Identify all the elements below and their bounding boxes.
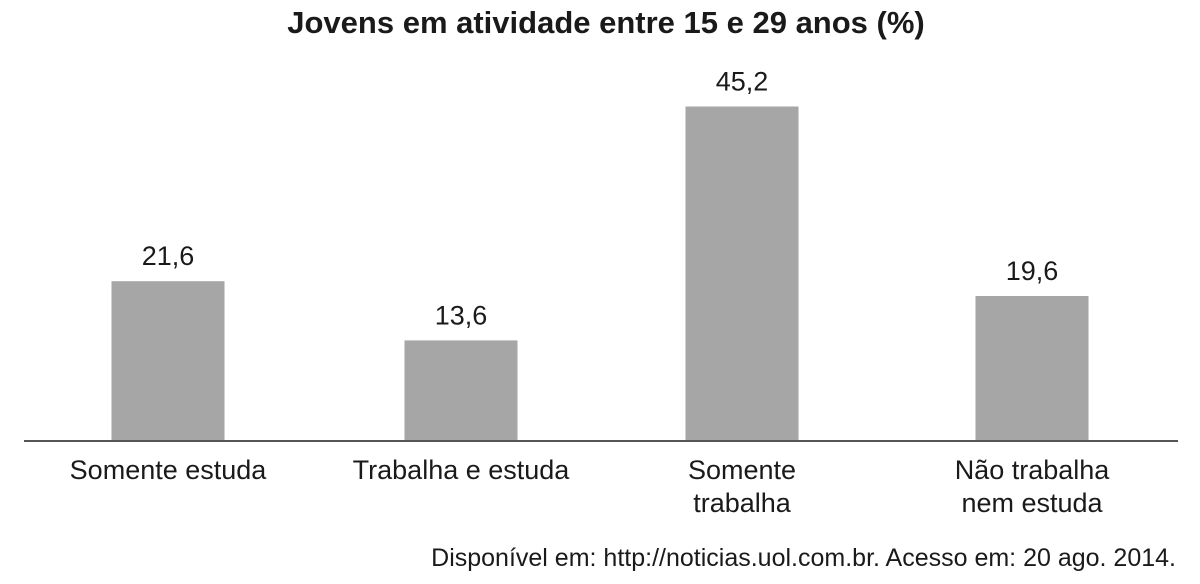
value-label-0: 21,6	[142, 241, 195, 271]
bar-1	[404, 340, 518, 441]
source-note: Disponível em: http://noticias.uol.com.b…	[431, 544, 1176, 572]
bar-0	[111, 281, 225, 441]
value-label-1: 13,6	[435, 300, 488, 330]
category-labels-group: Somente estuda Trabalha e estuda Somentetr…	[70, 455, 1111, 518]
value-label-2: 45,2	[716, 67, 769, 97]
chart-title: Jovens em atividade entre 15 e 29 anos (…	[287, 5, 925, 40]
category-label-0-line-0: Somente estuda	[70, 455, 268, 485]
value-label-3: 19,6	[1006, 256, 1059, 286]
bar-3	[975, 296, 1089, 441]
category-label-1-line-0: Trabalha e estuda	[353, 455, 571, 485]
category-label-3-line-1: nem estuda	[961, 488, 1103, 518]
bars-group	[111, 106, 1089, 441]
category-label-2-line-0: Somente	[688, 455, 796, 485]
value-labels-group: 21,6 13,6 45,2 19,6	[142, 67, 1059, 331]
category-label-2-line-1: trabalha	[693, 488, 792, 518]
category-label-3-line-0: Não trabalha	[955, 455, 1111, 485]
bar-2	[685, 106, 799, 441]
